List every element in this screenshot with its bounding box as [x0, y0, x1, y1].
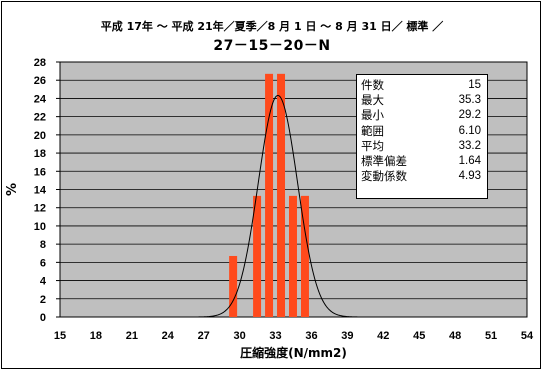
stats-row: 変動係数 4.93 [361, 169, 483, 184]
y-tick-label: 8 [40, 239, 46, 251]
stats-label: 件数 [361, 78, 384, 92]
histogram-bar [253, 195, 262, 317]
stats-row: 最小 29.2 [361, 108, 483, 123]
x-tick-label: 27 [198, 330, 210, 342]
x-tick-label: 54 [521, 330, 534, 342]
y-tick-label: 22 [34, 112, 46, 124]
x-tick-label: 21 [126, 330, 138, 342]
stats-value: 35.3 [458, 94, 481, 107]
histogram-bar [229, 255, 238, 317]
stats-label: 最小 [361, 108, 384, 123]
x-tick-label: 30 [233, 330, 245, 342]
histogram-bar [300, 195, 309, 317]
x-axis-label: 圧縮強度(N/mm2) [240, 345, 347, 360]
x-tick-label: 36 [305, 330, 317, 342]
stats-label: 範囲 [361, 123, 384, 138]
x-tick-label: 39 [341, 330, 353, 342]
stats-value: 6.10 [458, 124, 481, 137]
stats-value: 4.93 [458, 170, 481, 183]
x-tick-label: 15 [54, 330, 66, 342]
x-tick-label: 33 [269, 330, 281, 342]
stats-row: 最大 35.3 [361, 93, 483, 108]
stats-label: 標準偏差 [361, 153, 407, 168]
y-tick-label: 14 [34, 185, 47, 197]
stats-row: 件数 15 [361, 78, 483, 93]
histogram-bar [277, 73, 286, 317]
stats-row: 範囲 6.10 [361, 124, 483, 139]
stats-row: 平均 33.2 [361, 139, 483, 154]
histogram-bar [265, 73, 274, 317]
y-tick-label: 12 [34, 203, 46, 215]
y-tick-label: 20 [34, 130, 46, 142]
y-tick-label: 6 [40, 257, 46, 269]
chart-subtitle: 27－15－20－N [213, 38, 331, 54]
x-tick-label: 48 [449, 330, 461, 342]
chart-title: 平成 17年 ～ 平成 21年／夏季／8 月 1 日 ～ 8 月 31 日／ 標… [100, 20, 444, 33]
stats-label: 平均 [361, 138, 384, 153]
stats-label: 変動係数 [361, 169, 407, 184]
y-tick-label: 26 [34, 75, 46, 87]
x-tick-label: 51 [485, 330, 497, 342]
stats-value: 29.2 [458, 109, 481, 122]
y-axis-label: % [5, 183, 20, 196]
x-tick-label: 45 [413, 330, 425, 342]
stats-value: 15 [468, 79, 481, 91]
y-tick-label: 16 [34, 166, 46, 178]
stats-value: 33.2 [458, 139, 481, 152]
x-tick-label: 18 [90, 330, 102, 342]
stats-row: 標準偏差 1.64 [361, 154, 483, 169]
stats-value: 1.64 [458, 154, 481, 167]
stats-label: 最大 [361, 93, 384, 108]
y-tick-label: 4 [40, 276, 47, 288]
x-tick-label: 42 [377, 330, 389, 342]
y-tick-label: 24 [34, 93, 47, 105]
stats-box: 件数 15 最大 35.3 最小 29.2 範囲 6.10 平均 33.2 標準偏差 1.64 変動係数… [356, 74, 488, 199]
histogram-bar [289, 195, 297, 317]
normal-curve [60, 94, 527, 318]
y-tick-label: 0 [40, 312, 46, 324]
y-tick-label: 18 [34, 148, 46, 160]
y-tick-label: 28 [34, 57, 46, 69]
y-tick-label: 2 [40, 294, 46, 306]
y-tick-label: 10 [34, 221, 46, 233]
x-tick-label: 24 [162, 330, 175, 342]
